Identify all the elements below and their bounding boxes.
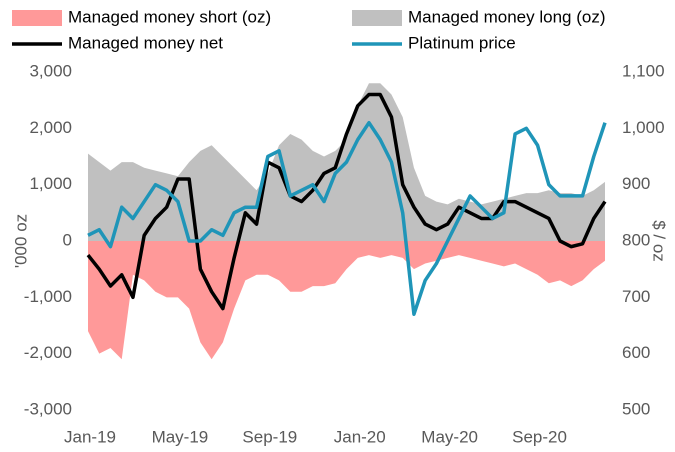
x-tick-label: May-20 xyxy=(421,427,478,446)
legend-swatch xyxy=(352,10,402,26)
y-tick-label: -1,000 xyxy=(24,287,72,306)
legend-label: Managed money net xyxy=(68,33,223,52)
y-axis-label: '000 oz xyxy=(11,214,30,268)
legend-label: Platinum price xyxy=(408,33,516,52)
line xyxy=(86,92,607,311)
y2-tick-label: 700 xyxy=(622,287,650,306)
x-tick-label: Jan-20 xyxy=(334,427,386,446)
y-tick-label: 0 xyxy=(63,230,72,249)
x-tick-label: May-19 xyxy=(152,427,209,446)
y-tick-label: -3,000 xyxy=(24,399,72,418)
y2-tick-label: 600 xyxy=(622,343,650,362)
x-tick-label: Sep-19 xyxy=(242,427,297,446)
y-tick-label: 3,000 xyxy=(29,61,72,80)
y2-tick-label: 1,100 xyxy=(622,61,665,80)
legend-swatch xyxy=(12,10,62,26)
y-tick-label: 2,000 xyxy=(29,118,72,137)
legend-label: Managed money long (oz) xyxy=(408,7,606,26)
area xyxy=(88,241,605,360)
legend-label: Managed money short (oz) xyxy=(68,7,271,26)
y-tick-label: -2,000 xyxy=(24,343,72,362)
line xyxy=(87,120,607,316)
y2-tick-label: 1,000 xyxy=(622,118,665,137)
y2-tick-label: 800 xyxy=(622,230,650,249)
y-tick-label: 1,000 xyxy=(29,174,72,193)
y2-tick-label: 500 xyxy=(622,399,650,418)
x-tick-label: Sep-20 xyxy=(512,427,567,446)
y2-axis-label: $ / oz xyxy=(650,220,669,262)
y2-tick-label: 900 xyxy=(622,174,650,193)
x-tick-label: Jan-19 xyxy=(64,427,116,446)
